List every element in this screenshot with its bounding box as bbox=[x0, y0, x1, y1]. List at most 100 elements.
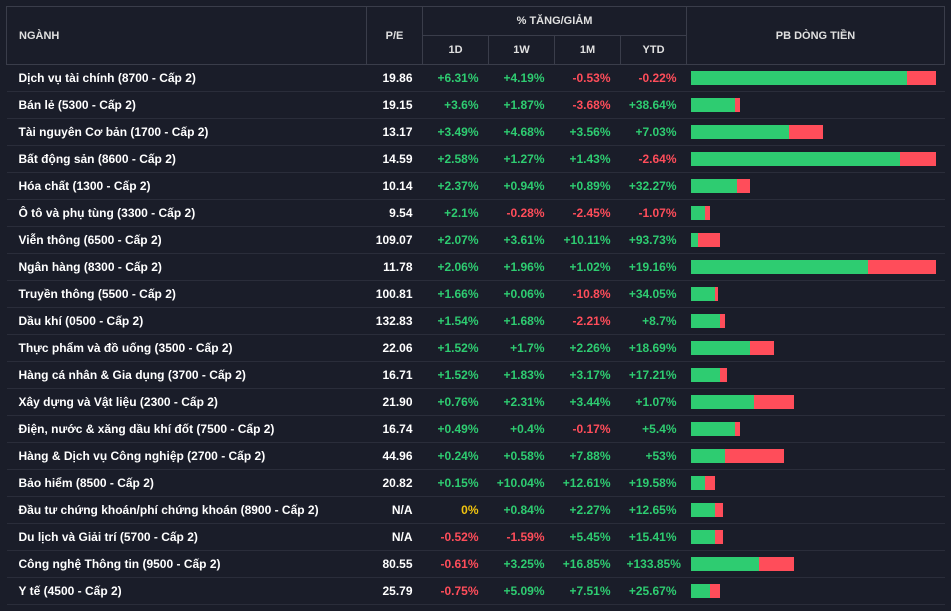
header-1w[interactable]: 1W bbox=[489, 36, 555, 65]
header-pb[interactable]: PB DÒNG TIỀN bbox=[687, 7, 945, 65]
sector-name[interactable]: Viễn thông (6500 - Cấp 2) bbox=[7, 227, 367, 254]
cell-d1: -0.75% bbox=[423, 578, 489, 605]
table-row[interactable]: Y tế (4500 - Cấp 2)25.79-0.75%+5.09%+7.5… bbox=[7, 578, 945, 605]
sector-name[interactable]: Hàng & Dịch vụ Công nghiệp (2700 - Cấp 2… bbox=[7, 443, 367, 470]
cell-d1: +6.31% bbox=[423, 65, 489, 92]
cell-w1: +1.96% bbox=[489, 254, 555, 281]
sector-name[interactable]: Dịch vụ tài chính (8700 - Cấp 2) bbox=[7, 65, 367, 92]
sector-name[interactable]: Dầu khí (0500 - Cấp 2) bbox=[7, 308, 367, 335]
cell-ytd: +38.64% bbox=[621, 92, 687, 119]
bar-segment-green bbox=[691, 152, 900, 166]
table-row[interactable]: Tài nguyên Cơ bản (1700 - Cấp 2)13.17+3.… bbox=[7, 119, 945, 146]
cell-moneyflow-bar bbox=[687, 254, 945, 281]
bar-segment-green bbox=[691, 503, 716, 517]
sector-name[interactable]: Tài nguyên Cơ bản (1700 - Cấp 2) bbox=[7, 119, 367, 146]
sector-name[interactable]: Thực phẩm và đồ uống (3500 - Cấp 2) bbox=[7, 335, 367, 362]
cell-moneyflow-bar bbox=[687, 200, 945, 227]
header-pe[interactable]: P/E bbox=[367, 7, 423, 65]
sector-name[interactable]: Truyền thông (5500 - Cấp 2) bbox=[7, 281, 367, 308]
sector-name[interactable]: Hàng cá nhân & Gia dụng (3700 - Cấp 2) bbox=[7, 362, 367, 389]
cell-m1: -0.17% bbox=[555, 416, 621, 443]
cell-m1: +7.51% bbox=[555, 578, 621, 605]
cell-pe: 16.71 bbox=[367, 362, 423, 389]
table-row[interactable]: Dịch vụ tài chính (8700 - Cấp 2)19.86+6.… bbox=[7, 65, 945, 92]
cell-ytd: +32.27% bbox=[621, 173, 687, 200]
bar-segment-green bbox=[691, 557, 760, 571]
cell-d1: +2.07% bbox=[423, 227, 489, 254]
table-row[interactable]: Hóa chất (1300 - Cấp 2)10.14+2.37%+0.94%… bbox=[7, 173, 945, 200]
cell-m1: +1.43% bbox=[555, 146, 621, 173]
sector-name[interactable]: Bán lẻ (5300 - Cấp 2) bbox=[7, 92, 367, 119]
bar-segment-red bbox=[710, 584, 720, 598]
table-row[interactable]: Viễn thông (6500 - Cấp 2)109.07+2.07%+3.… bbox=[7, 227, 945, 254]
sector-name[interactable]: Xây dựng và Vật liệu (2300 - Cấp 2) bbox=[7, 389, 367, 416]
bar-segment-red bbox=[715, 530, 722, 544]
table-row[interactable]: Ngân hàng (8300 - Cấp 2)11.78+2.06%+1.96… bbox=[7, 254, 945, 281]
cell-pe: 19.15 bbox=[367, 92, 423, 119]
sector-name[interactable]: Bảo hiểm (8500 - Cấp 2) bbox=[7, 470, 367, 497]
bar-segment-green bbox=[691, 206, 706, 220]
table-row[interactable]: Bán lẻ (5300 - Cấp 2)19.15+3.6%+1.87%-3.… bbox=[7, 92, 945, 119]
cell-pe: 14.59 bbox=[367, 146, 423, 173]
cell-pe: 19.86 bbox=[367, 65, 423, 92]
bar-segment-green bbox=[691, 71, 907, 85]
cell-pe: 44.96 bbox=[367, 443, 423, 470]
cell-w1: +1.7% bbox=[489, 335, 555, 362]
moneyflow-bar bbox=[691, 98, 937, 112]
header-ytd[interactable]: YTD bbox=[621, 36, 687, 65]
sector-name[interactable]: Hóa chất (1300 - Cấp 2) bbox=[7, 173, 367, 200]
table-row[interactable]: Hàng cá nhân & Gia dụng (3700 - Cấp 2)16… bbox=[7, 362, 945, 389]
sector-name[interactable]: Ô tô và phụ tùng (3300 - Cấp 2) bbox=[7, 200, 367, 227]
bar-segment-red bbox=[737, 179, 749, 193]
cell-d1: +2.58% bbox=[423, 146, 489, 173]
cell-m1: -0.53% bbox=[555, 65, 621, 92]
table-row[interactable]: Xây dựng và Vật liệu (2300 - Cấp 2)21.90… bbox=[7, 389, 945, 416]
table-row[interactable]: Công nghệ Thông tin (9500 - Cấp 2)80.55-… bbox=[7, 551, 945, 578]
moneyflow-bar bbox=[691, 584, 937, 598]
bar-segment-red bbox=[759, 557, 793, 571]
sector-name[interactable]: Bất động sản (8600 - Cấp 2) bbox=[7, 146, 367, 173]
cell-ytd: +133.85% bbox=[621, 551, 687, 578]
bar-segment-green bbox=[691, 476, 706, 490]
table-row[interactable]: Điện, nước & xăng dầu khí đốt (7500 - Cấ… bbox=[7, 416, 945, 443]
cell-m1: +0.89% bbox=[555, 173, 621, 200]
table-row[interactable]: Bất động sản (8600 - Cấp 2)14.59+2.58% +1… bbox=[7, 146, 945, 173]
sector-name[interactable]: Du lịch và Giải trí (5700 - Cấp 2) bbox=[7, 524, 367, 551]
bar-segment-red bbox=[698, 233, 720, 247]
bar-segment-green bbox=[691, 260, 868, 274]
moneyflow-bar bbox=[691, 179, 937, 193]
cell-d1: +0.76% bbox=[423, 389, 489, 416]
bar-segment-red bbox=[754, 395, 793, 409]
moneyflow-bar bbox=[691, 476, 937, 490]
table-row[interactable]: Thực phẩm và đồ uống (3500 - Cấp 2)22.06… bbox=[7, 335, 945, 362]
sector-name[interactable]: Đầu tư chứng khoán/phí chứng khoán (8900… bbox=[7, 497, 367, 524]
header-nganh[interactable]: NGÀNH bbox=[7, 7, 367, 65]
header-1d[interactable]: 1D bbox=[423, 36, 489, 65]
header-pct-group: % TĂNG/GIẢM bbox=[423, 7, 687, 36]
moneyflow-bar bbox=[691, 368, 937, 382]
cell-moneyflow-bar bbox=[687, 416, 945, 443]
cell-ytd: +93.73% bbox=[621, 227, 687, 254]
cell-d1: +0.24% bbox=[423, 443, 489, 470]
table-row[interactable]: Ô tô và phụ tùng (3300 - Cấp 2)9.54+2.1%… bbox=[7, 200, 945, 227]
table-row[interactable]: Truyền thông (5500 - Cấp 2)100.81+1.66%+… bbox=[7, 281, 945, 308]
sector-name[interactable]: Điện, nước & xăng dầu khí đốt (7500 - Cấ… bbox=[7, 416, 367, 443]
moneyflow-bar bbox=[691, 206, 937, 220]
sector-name[interactable]: Công nghệ Thông tin (9500 - Cấp 2) bbox=[7, 551, 367, 578]
cell-w1: +4.19% bbox=[489, 65, 555, 92]
table-row[interactable]: Hàng & Dịch vụ Công nghiệp (2700 - Cấp 2… bbox=[7, 443, 945, 470]
cell-pe: N/A bbox=[367, 497, 423, 524]
bar-segment-red bbox=[705, 206, 710, 220]
table-row[interactable]: Du lịch và Giải trí (5700 - Cấp 2)N/A-0.… bbox=[7, 524, 945, 551]
cell-w1: +5.09% bbox=[489, 578, 555, 605]
table-row[interactable]: Đầu tư chứng khoán/phí chứng khoán (8900… bbox=[7, 497, 945, 524]
header-1m[interactable]: 1M bbox=[555, 36, 621, 65]
table-row[interactable]: Bảo hiểm (8500 - Cấp 2)20.82+0.15%+10.04… bbox=[7, 470, 945, 497]
cell-moneyflow-bar bbox=[687, 146, 945, 173]
cell-w1: +0.94% bbox=[489, 173, 555, 200]
sector-name[interactable]: Ngân hàng (8300 - Cấp 2) bbox=[7, 254, 367, 281]
bar-segment-red bbox=[715, 503, 722, 517]
sector-name[interactable]: Y tế (4500 - Cấp 2) bbox=[7, 578, 367, 605]
cell-d1: 0% bbox=[423, 497, 489, 524]
table-row[interactable]: Dầu khí (0500 - Cấp 2)132.83+1.54%+1.68%… bbox=[7, 308, 945, 335]
